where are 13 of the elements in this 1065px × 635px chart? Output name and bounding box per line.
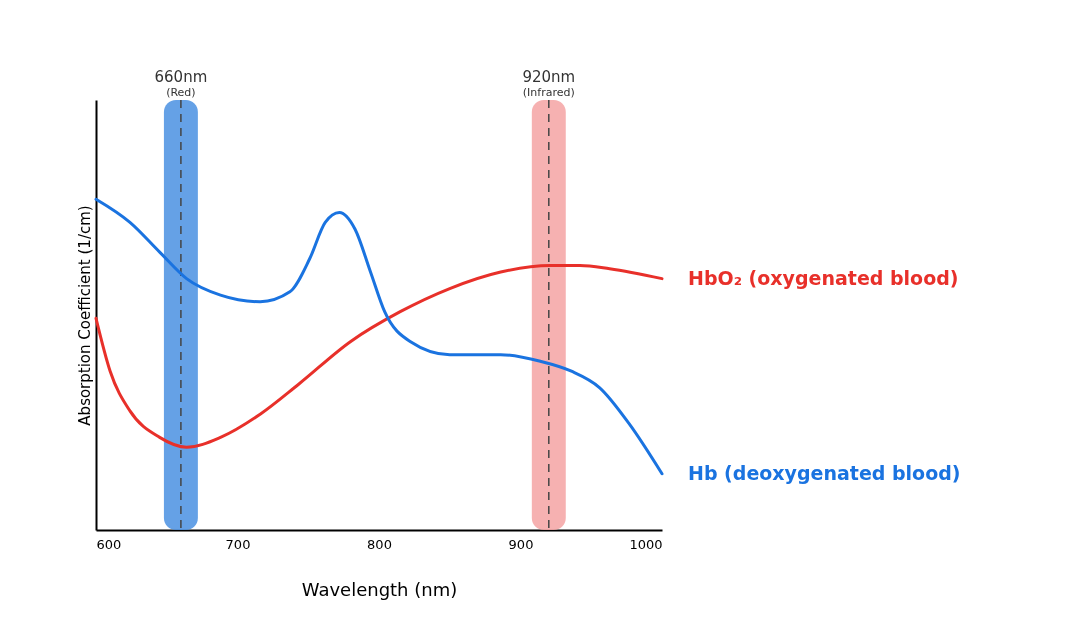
x-tick-label: 900 [508, 536, 534, 552]
band-label: (Red) [166, 86, 196, 99]
x-tick-label: 600 [96, 536, 122, 552]
ref-line-label: 660nm [154, 68, 208, 86]
series-label: Hb (deoxygenated blood) [688, 461, 961, 484]
y-axis-title: Absorption Coefficient (1/cm) [75, 205, 94, 426]
x-axis-title: Wavelength (nm) [301, 578, 458, 600]
series-label: HbO₂ (oxygenated blood) [688, 266, 959, 289]
band-label: (Infrared) [522, 86, 575, 99]
x-tick-label: 700 [225, 536, 251, 552]
ref-line-label: 920nm [522, 68, 576, 86]
x-tick-label: 1000 [629, 536, 663, 552]
x-tick-label: 800 [367, 536, 392, 552]
